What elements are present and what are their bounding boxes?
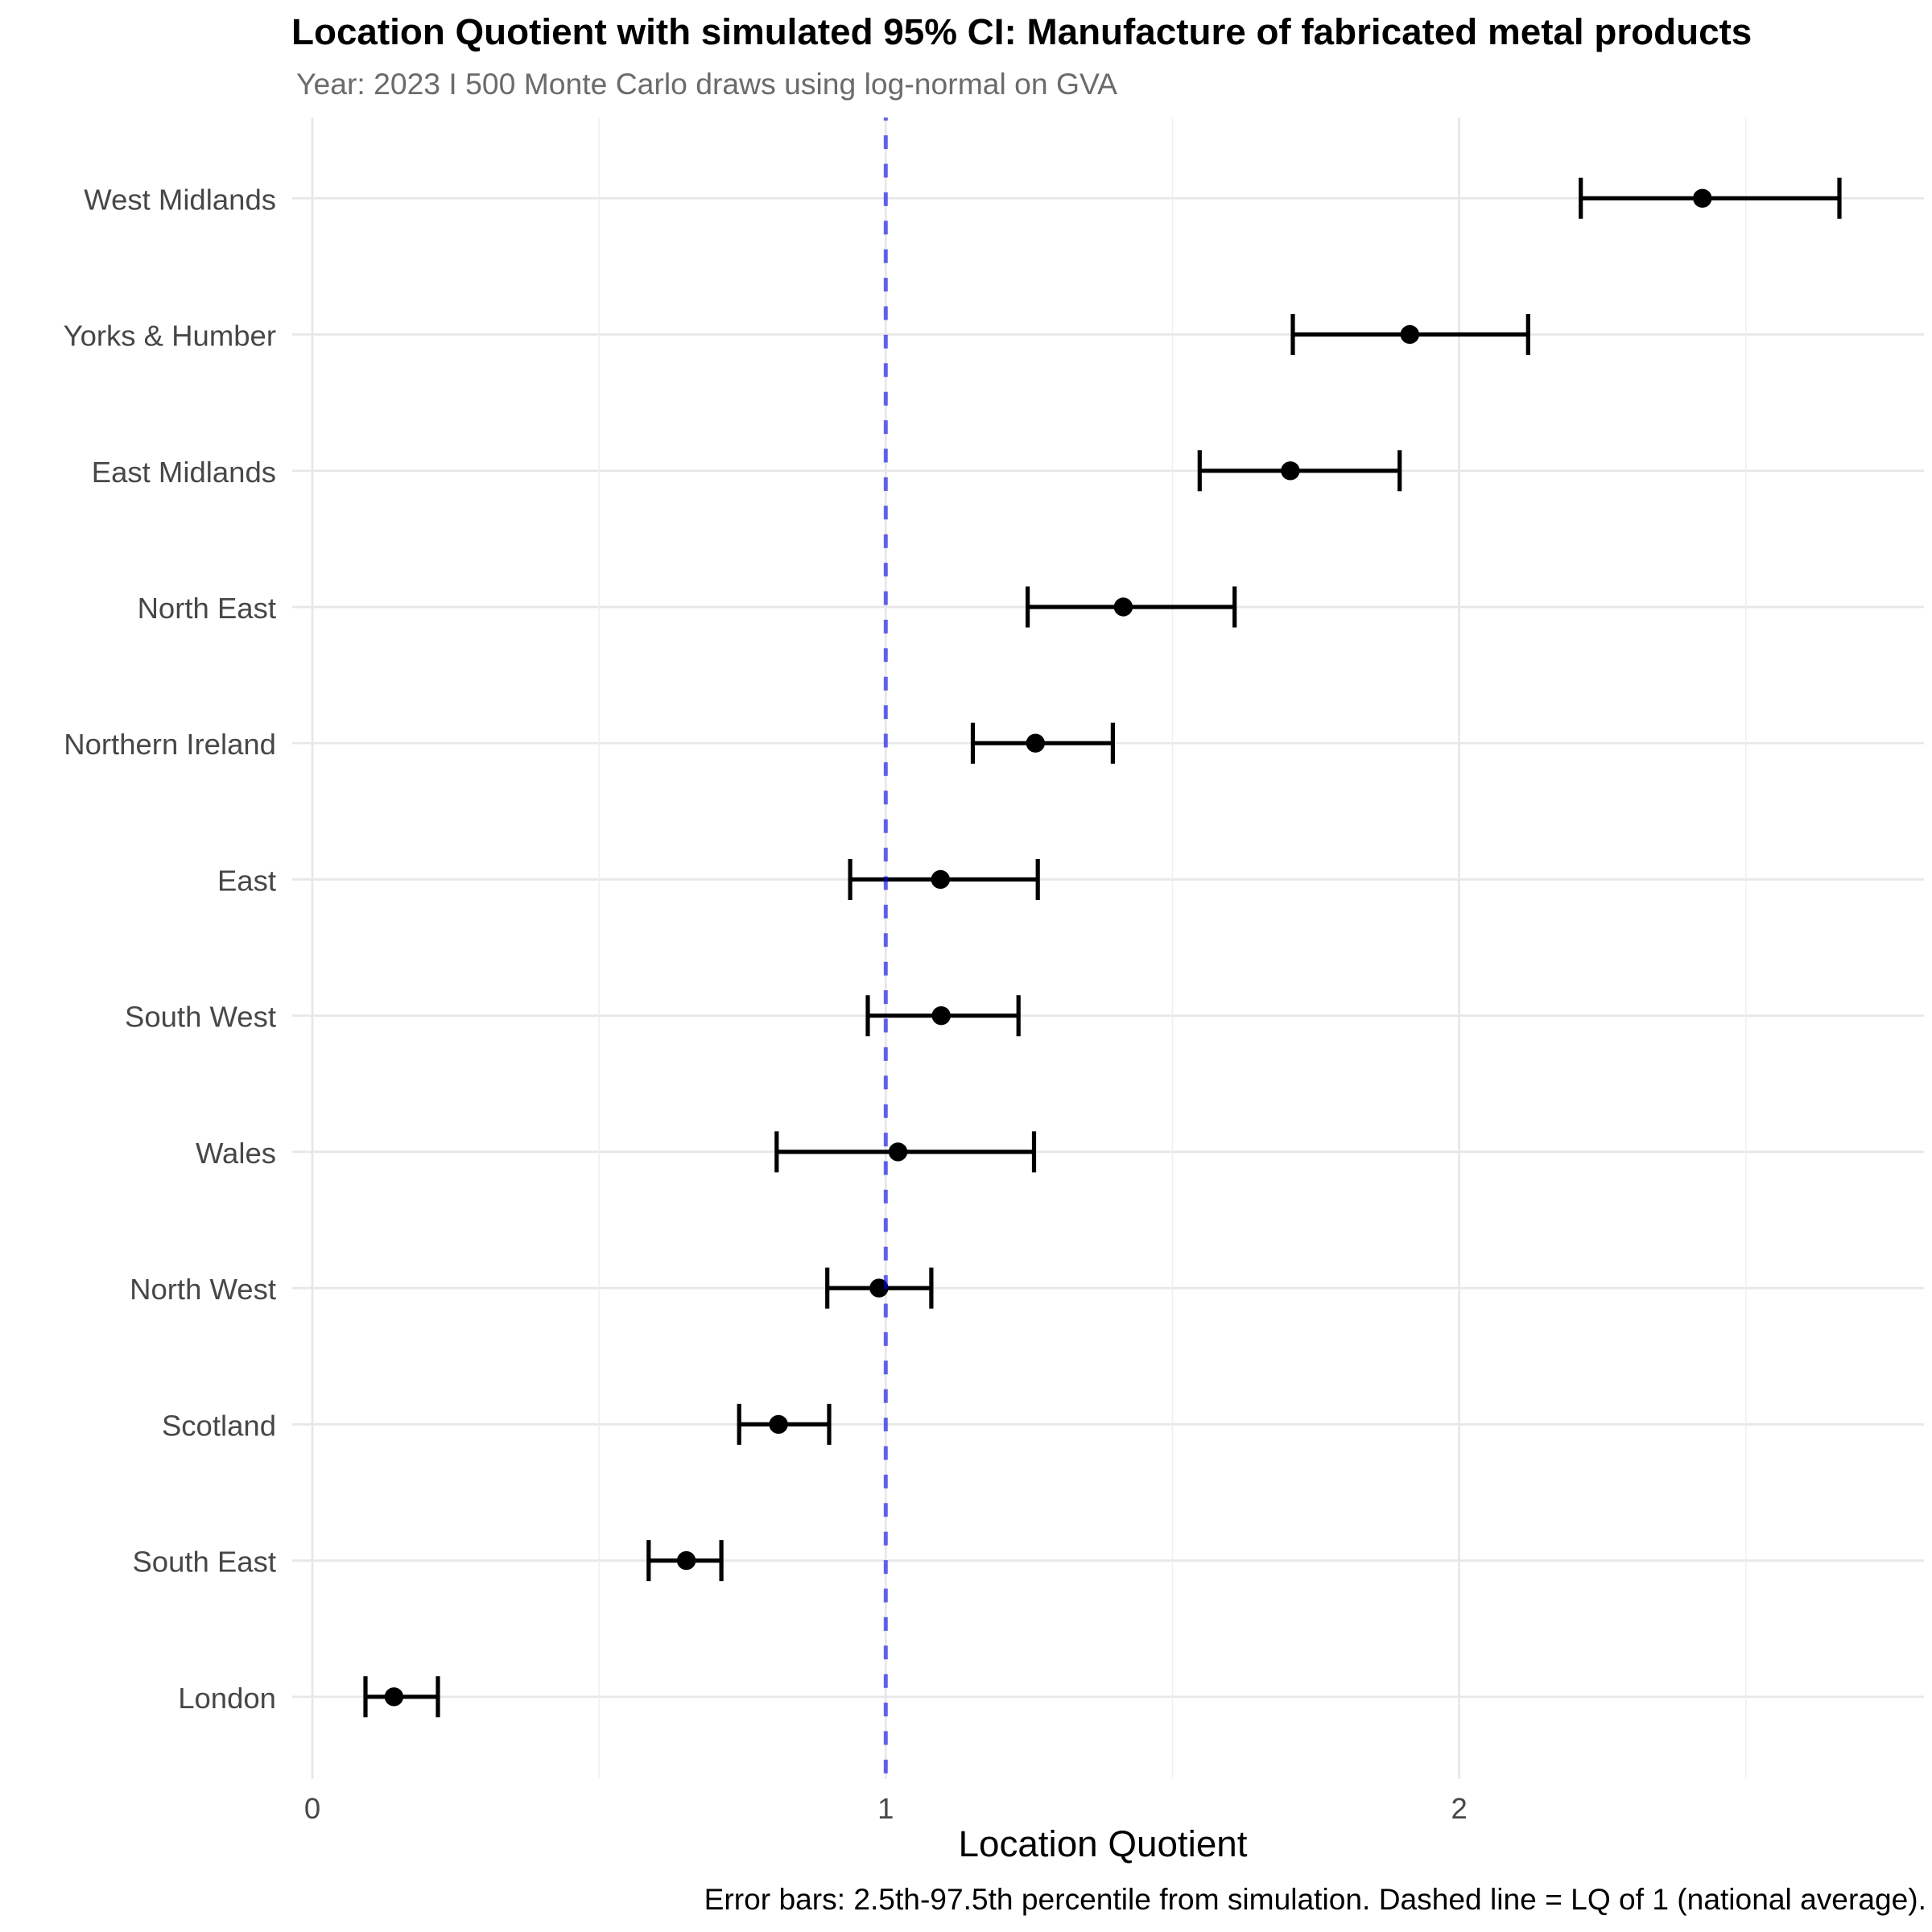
- svg-text:South East: South East: [132, 1546, 276, 1579]
- svg-text:London: London: [178, 1682, 276, 1715]
- svg-text:Yorks & Humber: Yorks & Humber: [64, 320, 276, 353]
- svg-text:0: 0: [304, 1792, 320, 1825]
- svg-text:Year: 2023 I 500 Monte Carlo d: Year: 2023 I 500 Monte Carlo draws using…: [296, 67, 1117, 101]
- svg-text:North West: North West: [130, 1273, 276, 1306]
- svg-text:Northern Ireland: Northern Ireland: [64, 728, 276, 761]
- svg-text:Wales: Wales: [196, 1137, 276, 1170]
- svg-text:West Midlands: West Midlands: [84, 183, 276, 216]
- svg-text:Location Quotient: Location Quotient: [959, 1823, 1248, 1864]
- svg-text:2: 2: [1451, 1792, 1467, 1825]
- svg-text:South West: South West: [125, 1001, 276, 1034]
- svg-text:East: East: [217, 865, 276, 898]
- svg-text:Location Quotient with simulat: Location Quotient with simulated 95% CI:…: [291, 11, 1752, 52]
- svg-text:North East: North East: [138, 592, 276, 625]
- svg-text:East Midlands: East Midlands: [92, 456, 276, 489]
- svg-text:Scotland: Scotland: [162, 1409, 276, 1442]
- svg-text:Error bars: 2.5th-97.5th perce: Error bars: 2.5th-97.5th percentile from…: [704, 1882, 1926, 1916]
- svg-text:1: 1: [877, 1792, 894, 1825]
